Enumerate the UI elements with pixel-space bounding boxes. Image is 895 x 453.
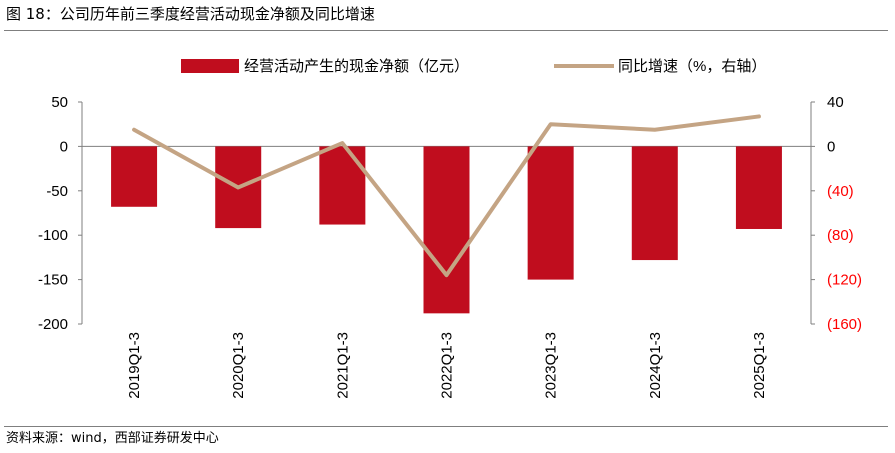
x-tick-label: 2021Q1-3 <box>334 332 351 399</box>
line-series <box>132 114 761 278</box>
legend-bar-swatch <box>181 59 239 73</box>
bar <box>319 146 366 225</box>
right-tick-label: (160) <box>827 316 862 333</box>
legend: 经营活动产生的现金净额（亿元） 同比增速（%，右轴） <box>181 58 766 75</box>
x-tick-label: 2023Q1-3 <box>543 332 560 399</box>
x-tick-label: 2024Q1-3 <box>647 332 664 399</box>
x-tick-label: 2025Q1-3 <box>751 332 768 399</box>
source-note: 资料来源：wind，西部证券研发中心 <box>6 431 219 446</box>
chart-title: 图 18：公司历年前三季度经营活动现金净额及同比增速 <box>6 5 375 23</box>
x-axis-labels: 2019Q1-3 2020Q1-3 2021Q1-3 2022Q1-3 2023Q1-3… <box>126 332 768 399</box>
left-tick-label: -150 <box>38 272 68 289</box>
bar <box>735 146 782 229</box>
left-tick-label: 50 <box>51 94 68 111</box>
right-tick-label: (120) <box>827 272 862 289</box>
right-tick-label: (40) <box>827 183 854 200</box>
bar <box>631 146 678 261</box>
legend-bar-label: 经营活动产生的现金净额（亿元） <box>244 58 469 75</box>
bar-series <box>111 146 782 314</box>
left-tick-label: -100 <box>38 227 68 244</box>
left-tick-label: -200 <box>38 316 68 333</box>
right-tick-label: (80) <box>827 227 854 244</box>
bar <box>527 146 574 280</box>
right-tick-label: 40 <box>827 94 844 111</box>
left-tick-label: 0 <box>60 138 68 155</box>
right-tick-label: 0 <box>827 138 835 155</box>
x-tick-label: 2020Q1-3 <box>230 332 247 399</box>
bar <box>423 146 470 314</box>
left-tick-label: -50 <box>46 183 68 200</box>
bar <box>111 146 158 207</box>
bottom-rule <box>4 426 888 427</box>
top-rule <box>4 30 888 31</box>
x-tick-label: 2019Q1-3 <box>126 332 143 399</box>
x-tick-label: 2022Q1-3 <box>439 332 456 399</box>
legend-line-label: 同比增速（%，右轴） <box>618 58 766 75</box>
